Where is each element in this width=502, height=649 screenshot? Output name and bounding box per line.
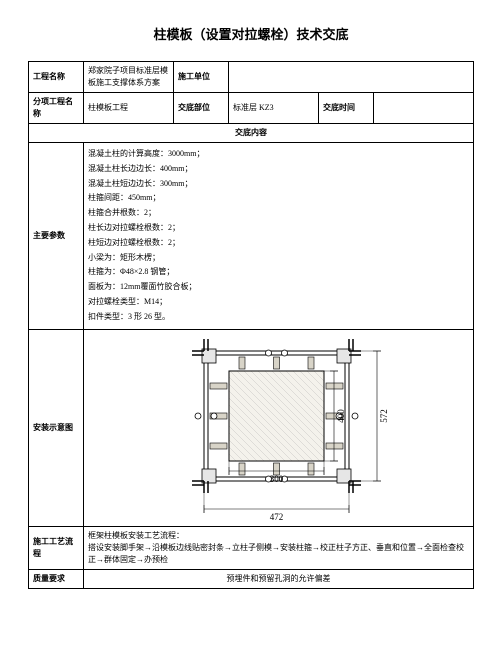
param-line: 混凝土柱的计算高度：3000mm；	[88, 148, 469, 161]
svg-text:572: 572	[379, 409, 389, 423]
param-line: 柱短边对拉螺栓根数：2；	[88, 237, 469, 250]
process-line: 搭设安装脚手架→沿模板边线贴密封条→立柱子侧模→安装柱箍→校正柱子方正、垂直和位…	[88, 542, 469, 566]
time-value	[374, 93, 474, 124]
process-cell: 框架柱模板安装工艺流程：搭设安装脚手架→沿模板边线贴密封条→立柱子侧模→安装柱箍…	[84, 526, 474, 569]
diagram-cell: 300 400 472 572	[84, 329, 474, 526]
svg-text:472: 472	[269, 512, 283, 522]
time-label: 交底时间	[319, 93, 374, 124]
sub-label: 分项工程名称	[29, 93, 84, 124]
svg-text:400: 400	[336, 408, 346, 422]
table-row: 施工工艺流程 框架柱模板安装工艺流程：搭设安装脚手架→沿模板边线贴密封条→立柱子…	[29, 526, 474, 569]
param-line: 对拉螺栓类型：M14；	[88, 296, 469, 309]
param-line: 柱箍间距：450mm；	[88, 192, 469, 205]
param-line: 柱箍为：Φ48×2.8 钢管；	[88, 266, 469, 279]
table-row: 安装示意图 300 400 472 572	[29, 329, 474, 526]
doc-table: 工程名称 郑家院子项目标准层模板施工支撑体系方案 施工单位 分项工程名称 柱模板…	[28, 61, 474, 589]
unit-label: 施工单位	[174, 62, 229, 93]
quality-value: 预埋件和预留孔洞的允许偏差	[84, 569, 474, 588]
table-row: 分项工程名称 柱模板工程 交底部位 标准层 KZ3 交底时间	[29, 93, 474, 124]
svg-text:300: 300	[269, 474, 283, 484]
params-label: 主要参数	[29, 143, 84, 330]
table-row: 质量要求 预埋件和预留孔洞的允许偏差	[29, 569, 474, 588]
pos-label: 交底部位	[174, 93, 229, 124]
process-line: 框架柱模板安装工艺流程：	[88, 530, 469, 542]
quality-label: 质量要求	[29, 569, 84, 588]
proj-label: 工程名称	[29, 62, 84, 93]
param-line: 面板为：12mm覆面竹胶合板；	[88, 281, 469, 294]
table-row: 交底内容	[29, 124, 474, 143]
diagram-label: 安装示意图	[29, 329, 84, 526]
param-line: 柱箍合并根数：2；	[88, 207, 469, 220]
unit-value	[229, 62, 474, 93]
sub-value: 柱模板工程	[84, 93, 174, 124]
proj-value: 郑家院子项目标准层模板施工支撑体系方案	[84, 62, 174, 93]
process-label: 施工工艺流程	[29, 526, 84, 569]
content-header: 交底内容	[29, 124, 474, 143]
table-row: 工程名称 郑家院子项目标准层模板施工支撑体系方案 施工单位	[29, 62, 474, 93]
param-line: 柱长边对拉螺栓根数：2；	[88, 222, 469, 235]
pos-value: 标准层 KZ3	[229, 93, 319, 124]
page-title: 柱模板（设置对拉螺栓）技术交底	[28, 24, 474, 43]
param-line: 混凝土柱长边边长：400mm；	[88, 163, 469, 176]
param-line: 扣件类型：3 形 26 型。	[88, 311, 469, 324]
column-diagram: 300 400 472 572	[159, 333, 399, 523]
table-row: 主要参数 混凝土柱的计算高度：3000mm；混凝土柱长边边长：400mm；混凝土…	[29, 143, 474, 330]
params-cell: 混凝土柱的计算高度：3000mm； 混凝土柱长边边长：400mm； 混凝土柱短边边长…	[84, 143, 474, 330]
param-line: 小梁为：矩形木楞；	[88, 252, 469, 265]
param-line: 混凝土柱短边边长：300mm；	[88, 178, 469, 191]
